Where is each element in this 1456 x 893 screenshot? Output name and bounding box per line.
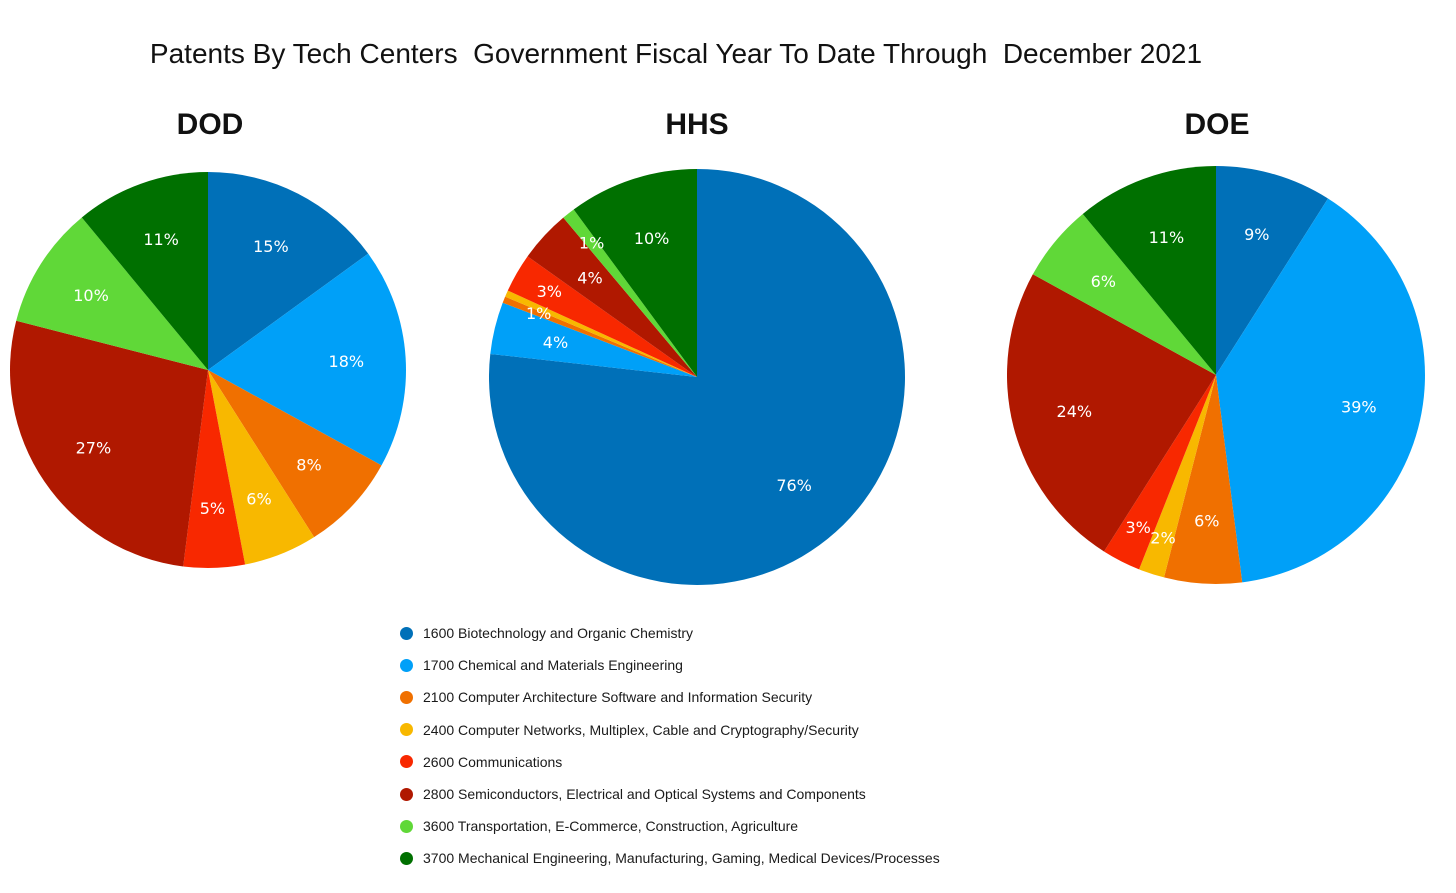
legend-label-1700: 1700 Chemical and Materials Engineering	[423, 657, 683, 674]
pie-dod-slice-3700	[81, 172, 208, 370]
pie-doe-label-2800: 24%	[1057, 402, 1093, 421]
pie-dod-label-2100: 8%	[296, 455, 321, 474]
pie-dod-label-1600: 15%	[253, 237, 289, 256]
pie-doe-label-1700: 39%	[1341, 397, 1377, 416]
legend-swatch-2100	[400, 690, 413, 704]
legend-swatch-3700	[400, 851, 413, 865]
legend-swatch-1600	[400, 626, 413, 640]
pie-dod-slice-1600	[208, 171, 369, 370]
pie-doe-label-1600: 9%	[1244, 225, 1269, 244]
legend-item-3700: 3700 Mechanical Engineering, Manufacturi…	[400, 842, 940, 874]
pie-doe-label-3700: 11%	[1149, 228, 1185, 247]
pie-doe-label-2600: 3%	[1126, 518, 1151, 537]
pie-title-doe: DOE	[1184, 108, 1250, 141]
pie-hhs-slice-2100	[502, 296, 697, 377]
pie-dod: 15% 18% 8% 6% 5% 27% 10% 11%	[9, 171, 407, 568]
pie-doe-label-2400: 2%	[1150, 529, 1175, 548]
pie-dod-slice-1700	[208, 253, 407, 466]
pie-hhs-slice-3700	[573, 169, 697, 377]
pie-doe-slice-2800	[1006, 274, 1216, 552]
legend-label-1600: 1600 Biotechnology and Organic Chemistry	[423, 625, 694, 642]
pie-hhs-label-3700: 10%	[634, 229, 670, 248]
pie-doe-slice-3600	[1032, 213, 1216, 375]
legend-label-2600: 2600 Communications	[423, 753, 563, 770]
pie-hhs: 76% 4% 1% 3% 4% 1% 10%	[488, 169, 905, 585]
pie-hhs-label-2600: 3%	[537, 282, 562, 301]
pie-doe: 9% 39% 6% 2%3% 24% 6% 11%	[1006, 166, 1425, 584]
pie-hhs-label-1600: 76%	[776, 476, 812, 495]
pie-dod-slice-2100	[208, 370, 382, 538]
pie-dod-slice-2600	[183, 370, 246, 568]
pie-doe-slice-3700	[1082, 166, 1216, 375]
pie-hhs-slice-2600	[507, 256, 697, 377]
legend-item-2800: 2800 Semiconductors, Electrical and Opti…	[400, 778, 940, 810]
pie-hhs-label-3600: 1%	[579, 233, 604, 252]
pie-doe-label-3600: 6%	[1091, 272, 1116, 291]
legend-item-2600: 2600 Communications	[400, 746, 940, 778]
pie-doe-slice-2600	[1104, 375, 1216, 570]
pie-dod-slice-2400	[208, 370, 315, 565]
legend-item-2100: 2100 Computer Architecture Software and …	[400, 681, 940, 713]
pie-hhs-slice-2800	[527, 217, 697, 377]
pie-title-hhs: HHS	[665, 108, 729, 141]
pie-dod-label-1700: 18%	[329, 352, 365, 371]
pie-dod-slice-2800	[9, 320, 208, 567]
legend-item-1600: 1600 Biotechnology and Organic Chemistry	[400, 617, 940, 649]
legend-item-1700: 1700 Chemical and Materials Engineering	[400, 649, 940, 681]
pie-hhs-label-2100: 1%	[526, 304, 551, 323]
pie-hhs-slice-2400	[505, 290, 697, 377]
legend-swatch-2400	[400, 723, 413, 737]
legend-label-3600: 3600 Transportation, E-Commerce, Constru…	[423, 818, 799, 835]
pie-doe-slice-1600	[1216, 166, 1328, 375]
pie-hhs-slice-1600	[488, 169, 905, 585]
legend-swatch-3600	[400, 819, 413, 833]
pie-dod-label-3700: 11%	[143, 230, 179, 249]
pie-hhs-label-2800: 4%	[577, 269, 602, 288]
legend-swatch-2800	[400, 787, 413, 801]
legend-label-2400: 2400 Computer Networks, Multiplex, Cable…	[423, 721, 859, 738]
legend-swatch-1700	[400, 658, 413, 672]
legend-swatch-2600	[400, 755, 413, 769]
chart-main-title: Patents By Tech Centers Government Fisca…	[149, 38, 1203, 69]
legend-item-3600: 3600 Transportation, E-Commerce, Constru…	[400, 810, 940, 842]
pie-hhs-slice-3600	[563, 209, 697, 377]
pie-dod-slice-3600	[16, 217, 208, 370]
pie-doe-slice-2100	[1164, 375, 1243, 584]
legend-label-3700: 3700 Mechanical Engineering, Manufacturi…	[423, 850, 940, 867]
legend: 1600 Biotechnology and Organic Chemistry…	[400, 617, 940, 875]
pie-hhs-slice-1700	[490, 302, 697, 377]
pie-doe-label-2100: 6%	[1194, 512, 1219, 531]
legend-label-2800: 2800 Semiconductors, Electrical and Opti…	[423, 786, 866, 803]
pie-dod-label-2800: 27%	[76, 438, 112, 457]
pie-dod-label-2400: 6%	[246, 489, 271, 508]
pie-doe-slice-2400	[1139, 375, 1216, 578]
pie-title-dod: DOD	[176, 108, 244, 141]
legend-item-2400: 2400 Computer Networks, Multiplex, Cable…	[400, 714, 940, 746]
pie-hhs-label-1700: 4%	[543, 333, 568, 352]
pie-dod-label-2600: 5%	[200, 499, 225, 518]
pie-dod-label-3600: 10%	[73, 286, 109, 305]
pie-doe-slice-1700	[1216, 198, 1425, 583]
legend-label-2100: 2100 Computer Architecture Software and …	[423, 689, 813, 706]
